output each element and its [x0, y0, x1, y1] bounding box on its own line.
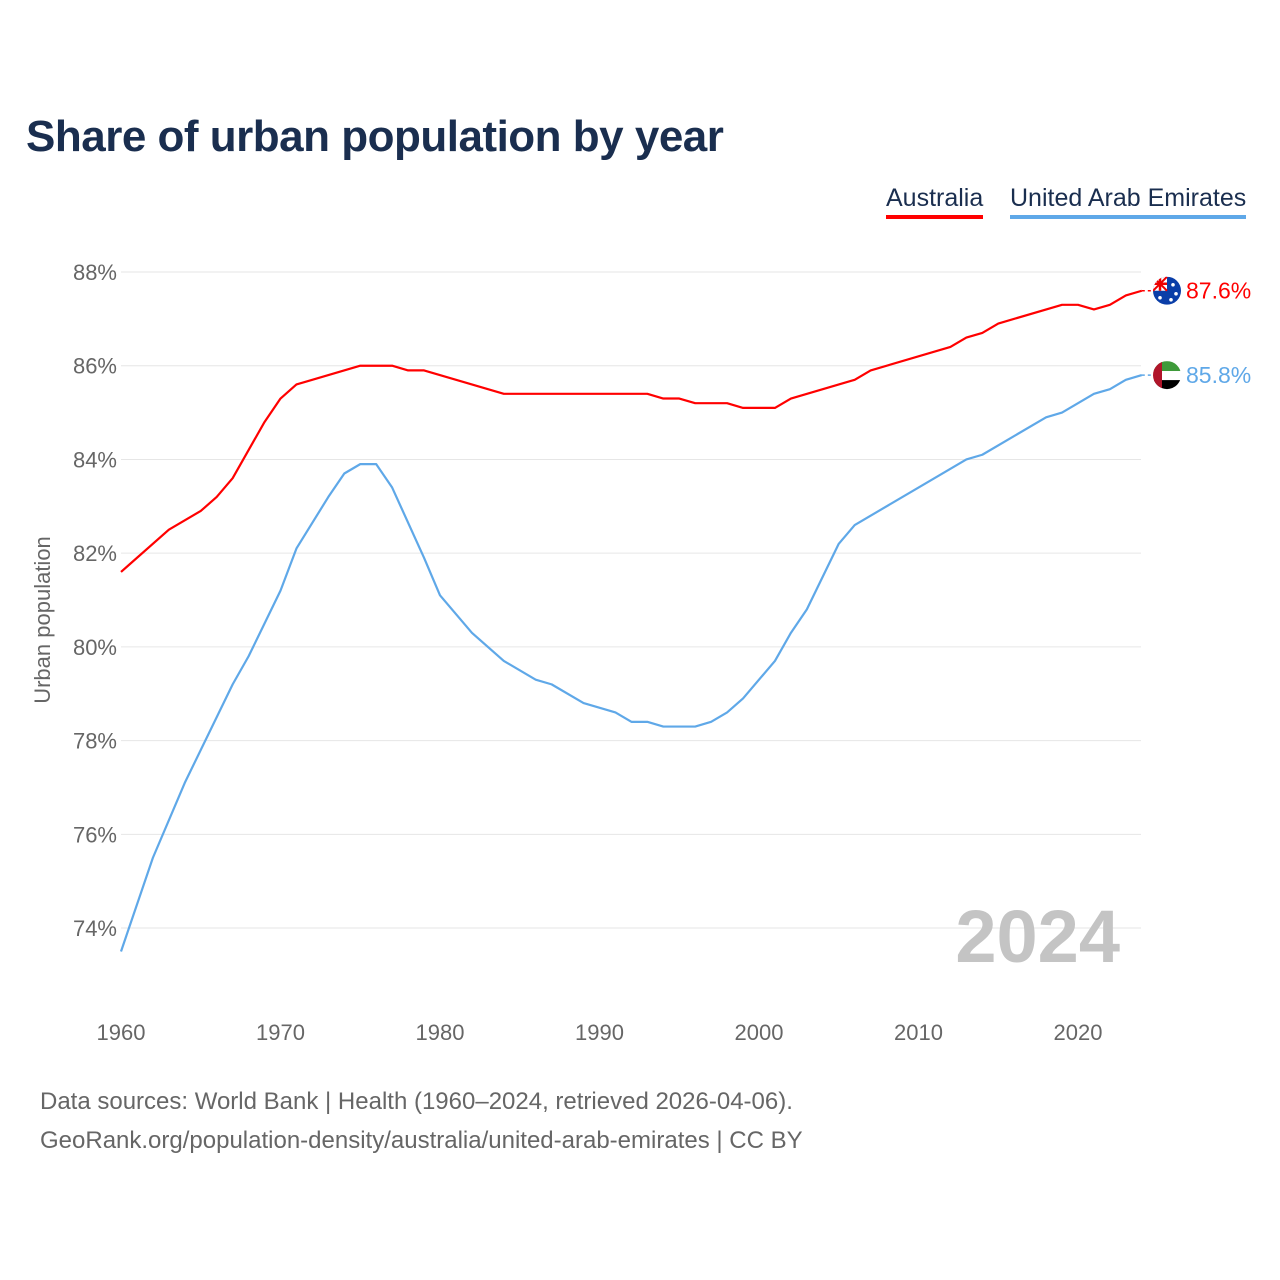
y-tick-label: 78%	[73, 729, 117, 754]
y-tick-label: 74%	[73, 916, 117, 941]
x-tick-label: 2000	[735, 1020, 784, 1045]
legend-item-australia[interactable]: Australia	[886, 184, 984, 219]
y-tick-label: 80%	[73, 635, 117, 660]
y-tick-label: 84%	[73, 447, 117, 472]
australia-flag-icon	[1153, 276, 1181, 305]
end-value-label: 87.6%	[1186, 278, 1251, 304]
year-watermark: 2024	[955, 895, 1120, 978]
series-line-uae[interactable]	[119, 374, 1143, 952]
x-tick-label: 2010	[894, 1020, 943, 1045]
y-axis-label: Urban population	[30, 536, 55, 704]
chart-title: Share of urban population by year	[26, 112, 724, 161]
end-value-label: 85.8%	[1186, 362, 1251, 388]
y-tick-label: 88%	[73, 260, 117, 285]
series-line-australia[interactable]	[120, 289, 1143, 573]
x-tick-label: 2020	[1054, 1020, 1103, 1045]
credit-link[interactable]: GeoRank.org/population-density/australia…	[40, 1127, 803, 1154]
y-tick-label: 86%	[73, 354, 117, 379]
y-tick-label: 82%	[73, 541, 117, 566]
y-tick-label: 76%	[73, 822, 117, 847]
legend-item-uae[interactable]: United Arab Emirates	[1010, 184, 1247, 219]
x-tick-label: 1970	[256, 1020, 305, 1045]
uae-flag-icon	[1153, 361, 1181, 390]
data-source: Data sources: World Bank | Health (1960–…	[40, 1088, 793, 1115]
x-tick-label: 1980	[416, 1020, 465, 1045]
x-tick-label: 1990	[575, 1020, 624, 1045]
x-tick-label: 1960	[97, 1020, 146, 1045]
